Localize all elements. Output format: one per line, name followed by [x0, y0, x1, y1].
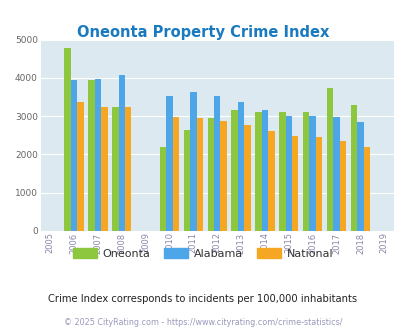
Bar [213, 96, 220, 231]
Bar [309, 116, 315, 231]
Bar [268, 131, 274, 231]
Bar [220, 121, 226, 231]
Text: Crime Index corresponds to incidents per 100,000 inhabitants: Crime Index corresponds to incidents per… [48, 294, 357, 304]
Bar [291, 136, 298, 231]
Text: © 2025 CityRating.com - https://www.cityrating.com/crime-statistics/: © 2025 CityRating.com - https://www.city… [64, 318, 341, 327]
Bar [94, 79, 101, 231]
Text: Oneonta Property Crime Index: Oneonta Property Crime Index [77, 25, 328, 40]
Bar [207, 118, 213, 231]
Legend: Oneonta, Alabama, National: Oneonta, Alabama, National [68, 244, 337, 263]
Bar [166, 96, 172, 231]
Bar [64, 48, 70, 231]
Bar [183, 130, 190, 231]
Bar [255, 112, 261, 231]
Bar [196, 118, 202, 231]
Bar [101, 107, 107, 231]
Bar [261, 110, 268, 231]
Bar [302, 112, 309, 231]
Bar [112, 107, 118, 231]
Bar [231, 110, 237, 231]
Bar [125, 107, 131, 231]
Bar [333, 116, 339, 231]
Bar [315, 137, 322, 231]
Bar [237, 102, 244, 231]
Bar [363, 147, 369, 231]
Bar [172, 117, 179, 231]
Bar [70, 80, 77, 231]
Bar [285, 116, 291, 231]
Bar [118, 75, 125, 231]
Bar [356, 122, 363, 231]
Bar [279, 112, 285, 231]
Bar [339, 141, 345, 231]
Bar [77, 102, 83, 231]
Bar [326, 88, 333, 231]
Bar [88, 80, 94, 231]
Bar [160, 147, 166, 231]
Bar [190, 92, 196, 231]
Bar [244, 125, 250, 231]
Bar [350, 105, 356, 231]
